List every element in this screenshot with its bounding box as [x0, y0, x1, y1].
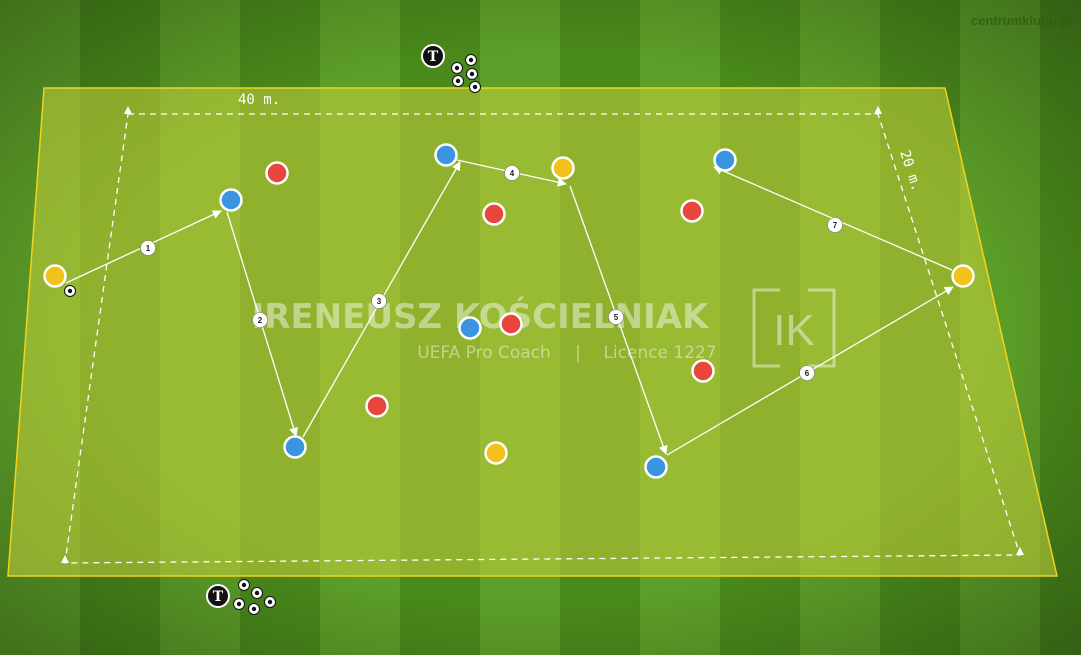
red-player — [691, 359, 715, 383]
corner-cone-icon — [874, 106, 882, 114]
trainer-icon: T — [421, 44, 445, 68]
logo-text: IK — [773, 306, 815, 355]
pass-number-badge: 2 — [252, 312, 268, 328]
trainer-icon: T — [206, 584, 230, 608]
ball-icon — [248, 603, 260, 615]
red-player — [365, 394, 389, 418]
red-player — [499, 312, 523, 336]
yellow-player — [43, 264, 67, 288]
pass-number: 2 — [258, 316, 263, 325]
trainer-top: T — [421, 44, 481, 93]
players — [43, 143, 975, 479]
ball-icon — [264, 596, 276, 608]
ball-icon — [233, 598, 245, 610]
pass-number-badge: 5 — [608, 309, 624, 325]
blue-player — [644, 455, 668, 479]
red-player — [680, 199, 704, 223]
pass-number: 5 — [614, 313, 619, 322]
blue-player — [434, 143, 458, 167]
pass-number: 6 — [805, 369, 810, 378]
ball-icon — [469, 81, 481, 93]
ball-icon — [465, 54, 477, 66]
red-player — [482, 202, 506, 226]
pass-number: 3 — [377, 297, 382, 306]
blue-player — [283, 435, 307, 459]
training-zone — [7, 87, 1058, 577]
site-watermark: centrumklubu.pl — [971, 13, 1072, 28]
ball-icon — [64, 285, 76, 297]
blue-player — [219, 188, 243, 212]
ball-icon — [452, 75, 464, 87]
pass-number: 4 — [510, 169, 515, 178]
ball-icon — [238, 579, 250, 591]
pass-number-badge: 6 — [799, 365, 815, 381]
yellow-player — [951, 264, 975, 288]
yellow-player — [484, 441, 508, 465]
blue-player — [713, 148, 737, 172]
ik-logo: IK — [752, 288, 836, 368]
ball-icon — [466, 68, 478, 80]
yellow-player — [551, 156, 575, 180]
pass-number-badge: 4 — [504, 165, 520, 181]
blue-player — [458, 316, 482, 340]
length-label: 40 m. — [238, 92, 280, 108]
watermark-subtitle-left: UEFA Pro Coach — [417, 343, 551, 363]
pass-number: 1 — [146, 244, 151, 253]
trainer-label: T — [428, 49, 439, 65]
watermark-separator: | — [575, 343, 581, 363]
corner-cone-icon — [124, 106, 132, 114]
pass-number-badge: 1 — [140, 240, 156, 256]
pass-number: 7 — [833, 221, 838, 230]
pass-arrows: 1 2 3 4 5 6 7 — [65, 159, 954, 456]
red-player — [265, 161, 289, 185]
pass-number-badge: 7 — [827, 217, 843, 233]
trainer-bottom: T — [206, 579, 276, 615]
ball-icon — [251, 587, 263, 599]
corner-cone-icon — [1016, 547, 1024, 555]
trainer-label: T — [213, 589, 224, 605]
corner-cone-icon — [61, 555, 69, 563]
ball-icon — [451, 62, 463, 74]
pass-number-badge: 3 — [371, 293, 387, 309]
